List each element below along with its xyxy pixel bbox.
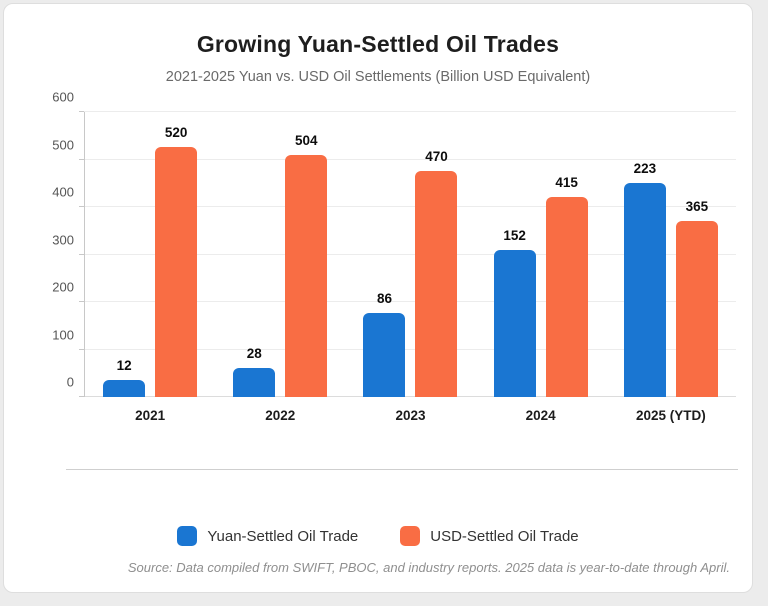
x-axis-label: 2023	[395, 408, 426, 423]
source-note: Source: Data compiled from SWIFT, PBOC, …	[127, 560, 730, 575]
legend-swatch	[400, 526, 421, 546]
legend-item: Yuan-Settled Oil Trade	[177, 526, 358, 546]
chart-card: Growing Yuan-Settled Oil Trades 2021-202…	[3, 3, 753, 593]
x-axis-label: 2022	[265, 408, 296, 423]
y-axis-tick	[79, 111, 84, 112]
bar-value-label: 152	[503, 227, 526, 243]
bar-group: 12 520 2021	[103, 112, 198, 423]
bar-group: 28 504 2022	[233, 112, 328, 423]
bar-groups: 12 520 2021 28 504 2022 86 470 2023 152 415 2024 223…	[85, 112, 736, 423]
bar-value-label: 470	[425, 149, 448, 165]
bar-group: 152 415 2024	[493, 112, 588, 423]
bar: 152	[493, 228, 536, 397]
bar: 12	[103, 358, 146, 397]
legend-label: USD-Settled Oil Trade	[430, 527, 579, 545]
y-axis-tick	[79, 301, 84, 302]
chart-subtitle: 2021-2025 Yuan vs. USD Oil Settlements (…	[165, 69, 591, 85]
chart-title: Growing Yuan-Settled Oil Trades	[196, 31, 560, 57]
y-axis-label: 300	[52, 232, 74, 247]
bar: 86	[363, 291, 406, 397]
x-axis-label: 2021	[135, 408, 166, 423]
y-axis-tick	[79, 206, 84, 207]
gridline	[84, 158, 736, 160]
y-axis-tick	[79, 253, 84, 255]
legend-item: USD-Settled Oil Trade	[400, 526, 579, 546]
bar-value-label: 520	[164, 125, 188, 141]
bar-value-label: 28	[246, 346, 262, 362]
bar: 223	[623, 161, 666, 397]
bar-value-label: 365	[685, 198, 709, 214]
legend-label: Yuan-Settled Oil Trade	[207, 527, 359, 545]
gridline	[84, 301, 736, 302]
y-axis-label: 400	[52, 184, 74, 200]
legend: Yuan-Settled Oil Trade USD-Settled Oil Tr…	[4, 526, 752, 546]
y-axis-label: 200	[52, 279, 74, 295]
bar: 28	[233, 346, 276, 397]
bar-value-label: 12	[116, 357, 132, 373]
x-axis-label: 2024	[525, 408, 556, 423]
y-axis-label: 0	[66, 374, 74, 390]
bar: 470	[415, 149, 458, 397]
bar-group: 86 470 2023	[363, 112, 458, 423]
bar-value-label: 223	[633, 161, 657, 177]
gridline	[84, 111, 736, 112]
y-axis-line	[84, 112, 85, 397]
y-axis-label: 600	[52, 89, 74, 105]
bar-value-label: 504	[295, 133, 318, 149]
y-axis-label: 100	[52, 327, 74, 342]
divider-line	[66, 469, 738, 470]
bar-group: 223 365 2025 (YTD)	[623, 112, 718, 423]
bar: 520	[155, 125, 198, 397]
x-axis-label: 2025 (YTD)	[635, 408, 706, 423]
y-axis-tick	[79, 348, 84, 350]
bar-value-label: 86	[376, 290, 392, 306]
y-axis-tick	[79, 396, 84, 397]
bar: 504	[285, 133, 328, 397]
bar-value-label: 415	[555, 175, 578, 191]
legend-swatch	[177, 526, 198, 546]
y-axis-label: 500	[52, 137, 74, 152]
gridline	[84, 206, 736, 207]
y-axis-tick	[79, 158, 84, 160]
gridline	[84, 396, 736, 397]
bar-chart: 0 100 200 300 400 500 600 12 520 2021 28 504 2022 86…	[52, 90, 736, 423]
gridline	[84, 253, 736, 255]
bar: 415	[545, 175, 588, 397]
bar: 365	[675, 199, 718, 397]
gridline	[84, 348, 736, 350]
